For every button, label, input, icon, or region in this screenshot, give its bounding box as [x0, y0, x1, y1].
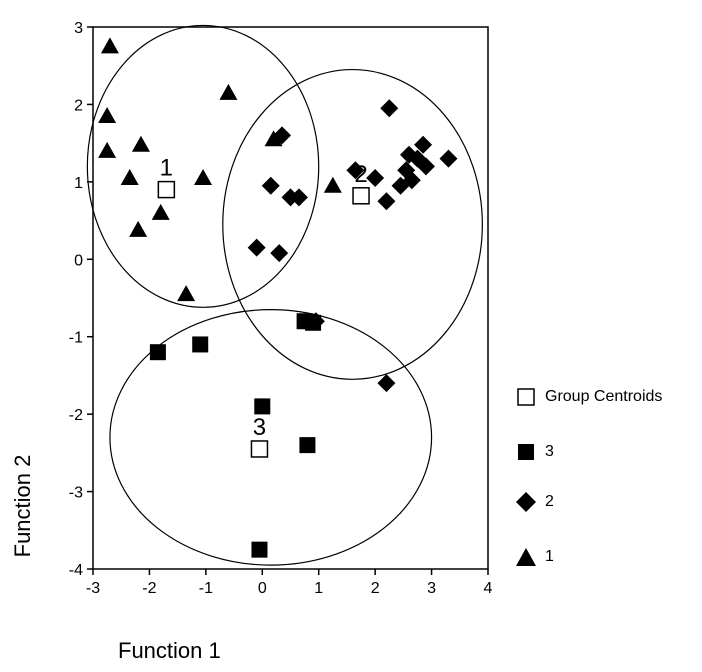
- y-tick-label: -4: [69, 562, 83, 579]
- group-2-point: [346, 161, 365, 180]
- group-1-point: [323, 176, 342, 193]
- legend-label: Group Centroids: [545, 388, 663, 405]
- group-1-point: [98, 141, 117, 158]
- x-tick-label: 2: [371, 580, 380, 597]
- filled-diamond-icon: [516, 492, 536, 512]
- group-1-point: [219, 83, 238, 100]
- group-3-point: [305, 314, 322, 331]
- y-tick-label: 2: [74, 97, 83, 114]
- y-tick-label: -1: [69, 330, 83, 347]
- group-1-point: [131, 135, 150, 152]
- group-ellipse-3: [109, 309, 433, 566]
- legend-label: 3: [545, 443, 554, 460]
- x-tick-label: 3: [427, 580, 436, 597]
- group-1-point: [100, 37, 119, 54]
- group-2-point: [380, 99, 399, 118]
- legend-label: 2: [545, 493, 554, 510]
- legend-item-2: 2: [515, 490, 554, 514]
- y-tick-label: 1: [74, 175, 83, 192]
- group-2-point: [414, 135, 433, 154]
- group-2-point: [439, 149, 458, 168]
- group-ellipse-1: [86, 24, 320, 308]
- group-1-point: [194, 168, 213, 185]
- x-tick-label: -2: [142, 580, 156, 597]
- group-1-point: [177, 285, 196, 302]
- y-tick-label: -2: [69, 407, 83, 424]
- group-3-point: [149, 344, 166, 361]
- y-tick-label: 0: [74, 252, 83, 269]
- x-axis-label: Function 1: [118, 638, 221, 663]
- open-square-icon: [517, 388, 535, 406]
- group-1-point: [151, 203, 170, 220]
- filled-triangle-icon: [516, 548, 536, 566]
- plot-frame: [92, 26, 489, 570]
- group-3-point: [299, 437, 316, 454]
- centroid-label-1: 1: [160, 155, 173, 182]
- centroid-marker-1: [157, 180, 176, 199]
- group-3-point: [251, 541, 268, 558]
- group-2-point: [416, 157, 435, 176]
- centroid-label-3: 3: [253, 414, 266, 441]
- centroid-label-2: 2: [354, 161, 367, 188]
- group-2-point: [402, 171, 421, 190]
- group-2-point: [366, 168, 385, 187]
- group-2-point: [247, 238, 266, 257]
- centroid-marker-2: [352, 187, 370, 205]
- group-2-point: [273, 126, 292, 145]
- group-1-point: [120, 168, 139, 185]
- group-2-point: [377, 374, 396, 393]
- group-1-point: [264, 130, 283, 147]
- y-tick-label: 3: [74, 20, 83, 37]
- group-2-point: [289, 188, 308, 207]
- group-1-point: [98, 107, 117, 124]
- legend-label: 1: [545, 548, 554, 565]
- x-tick-label: 0: [258, 580, 267, 597]
- group-1-point: [129, 220, 148, 237]
- group-2-point: [377, 192, 396, 211]
- group-2-point: [270, 244, 289, 263]
- group-ellipse-2: [222, 68, 483, 380]
- legend-item-group-centroids: Group Centroids: [515, 385, 662, 409]
- group-3-point: [192, 336, 209, 353]
- legend-item-3: 3: [515, 440, 554, 464]
- group-2-point: [261, 176, 280, 195]
- legend-item-1: 1: [515, 545, 554, 569]
- group-3-point: [254, 398, 271, 415]
- x-tick-label: 1: [314, 580, 323, 597]
- y-axis-label: Function 2: [10, 454, 35, 558]
- x-tick-label: -1: [199, 580, 213, 597]
- filled-square-icon: [518, 444, 534, 460]
- y-tick-label: -3: [69, 485, 83, 502]
- x-tick-label: -3: [86, 580, 100, 597]
- x-tick-label: 4: [484, 580, 493, 597]
- centroid-marker-3: [250, 440, 269, 458]
